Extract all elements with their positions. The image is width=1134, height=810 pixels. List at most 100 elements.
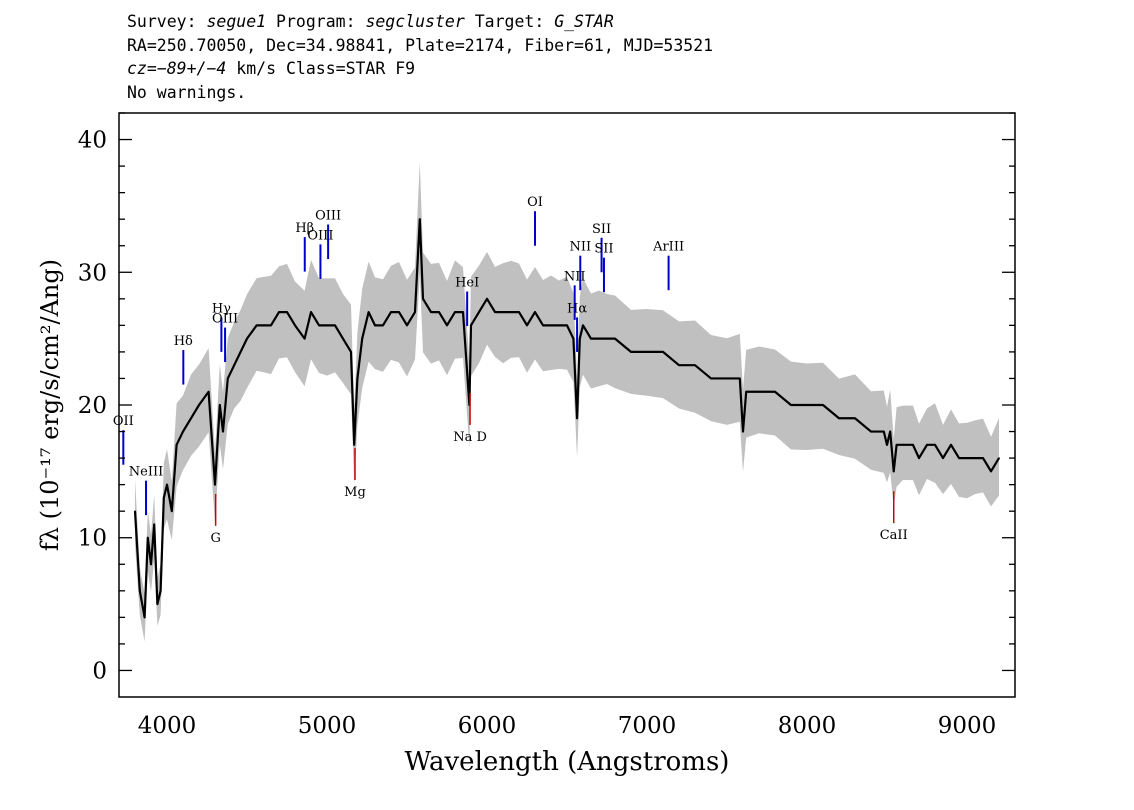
flux-point: [998, 457, 1000, 459]
flux-point: [630, 351, 632, 353]
flux-point: [486, 298, 488, 300]
cz-label: cz=: [127, 59, 157, 78]
flux-point: [139, 590, 141, 592]
emission-line-label: HeI: [455, 276, 479, 291]
absorption-line-label: G: [210, 531, 220, 546]
y-axis: 0 10 20 30 40: [78, 112, 1015, 684]
flux-point: [198, 404, 200, 406]
emission-line-label: NII: [564, 269, 586, 284]
flux-point: [590, 337, 592, 340]
flux-point: [147, 536, 149, 539]
flux-point: [870, 430, 872, 433]
emission-line-label: OIII: [307, 228, 333, 243]
flux-point: [278, 311, 280, 313]
flux-point: [175, 444, 178, 446]
flux-point: [150, 563, 152, 566]
emission-line-label: NeIII: [129, 465, 163, 480]
program-value: segcluster: [365, 12, 465, 31]
flux-point: [854, 417, 856, 420]
flux-point: [219, 404, 221, 406]
flux-point: [974, 457, 976, 459]
flux-point: [745, 390, 747, 393]
flux-point: [883, 430, 885, 433]
flux-point: [710, 377, 712, 380]
flux-point: [758, 390, 760, 393]
flux-point: [662, 351, 664, 353]
y-tick-label: 0: [92, 658, 107, 684]
flux-point: [526, 324, 528, 327]
emission-line-label: OI: [527, 195, 543, 210]
absorption-line-label: Na D: [453, 430, 487, 445]
flux-point: [726, 377, 728, 380]
flux-point: [454, 311, 456, 313]
emission-line-label: NII: [569, 240, 591, 255]
emission-line-label: Hβ: [295, 221, 314, 236]
flux-point: [558, 324, 560, 327]
flux-point: [902, 444, 904, 446]
flux-point: [534, 311, 536, 313]
header-line-4: No warnings.: [127, 82, 247, 102]
flux-point: [576, 417, 578, 420]
flux-point: [470, 324, 472, 327]
flux-point: [742, 430, 744, 433]
absorption-line-label: Mg: [344, 485, 366, 500]
emission-line-label: Hδ: [174, 334, 193, 349]
flux-point: [303, 337, 306, 340]
flux-point: [227, 377, 229, 380]
x-tick-label: 7000: [618, 713, 677, 739]
header-line-2: RA=250.70050, Dec=34.98841, Plate=2174, …: [127, 35, 714, 55]
flux-point: [838, 417, 840, 420]
flux-point: [422, 298, 424, 300]
flux-point: [214, 483, 216, 486]
flux-point: [806, 404, 808, 406]
error-band: [135, 162, 999, 642]
flux-point: [246, 337, 248, 340]
flux-point: [398, 311, 400, 313]
flux-point: [446, 324, 448, 327]
flux-point: [958, 457, 960, 459]
flux-point: [143, 616, 146, 619]
flux-point: [326, 324, 328, 327]
y-axis-label: fλ (10⁻¹⁷ erg/s/cm²/Ang): [36, 259, 64, 551]
flux-point: [342, 337, 344, 340]
emission-line-label: Hγ: [212, 301, 231, 316]
emission-line-label: OIII: [212, 312, 238, 327]
x-tick-label: 6000: [458, 713, 517, 739]
flux-point: [207, 390, 210, 393]
flux-point: [934, 444, 936, 446]
flux-point: [353, 444, 356, 446]
survey-value: segue1: [206, 12, 267, 31]
spectrum-header: Survey: segue1 Program: segcluster Targe…: [127, 10, 713, 104]
x-tick-label: 4000: [138, 713, 197, 739]
emission-line-label: Hα: [567, 301, 587, 316]
flux-point: [262, 324, 264, 327]
flux-point: [419, 218, 421, 220]
flux-point: [270, 324, 272, 327]
flux-point: [895, 444, 898, 446]
flux-point: [286, 311, 288, 313]
cz-value: −89+/−4: [156, 59, 227, 78]
x-axis-label: Wavelength (Angstroms): [405, 747, 730, 777]
flux-point: [942, 457, 944, 459]
flux-point: [163, 497, 165, 499]
flux-point: [598, 337, 600, 340]
x-tick-label: 5000: [298, 713, 357, 739]
target-label: Target:: [464, 12, 555, 31]
y-tick-label: 40: [78, 128, 107, 154]
flux-point: [350, 351, 352, 353]
x-tick-label: 9000: [938, 713, 997, 739]
flux-point: [153, 523, 155, 526]
flux-point: [414, 311, 416, 313]
flux-point: [166, 483, 168, 486]
flux-point: [502, 311, 504, 313]
flux-point: [239, 351, 242, 353]
flux-point: [950, 444, 952, 446]
flux-point: [510, 311, 512, 313]
flux-point: [462, 311, 464, 313]
flux-point: [886, 444, 888, 446]
flux-point: [494, 311, 496, 313]
y-tick-label: 10: [78, 526, 107, 552]
flux-point: [739, 377, 741, 380]
flux-point: [255, 324, 258, 327]
emission-line-label: SII: [594, 242, 613, 257]
